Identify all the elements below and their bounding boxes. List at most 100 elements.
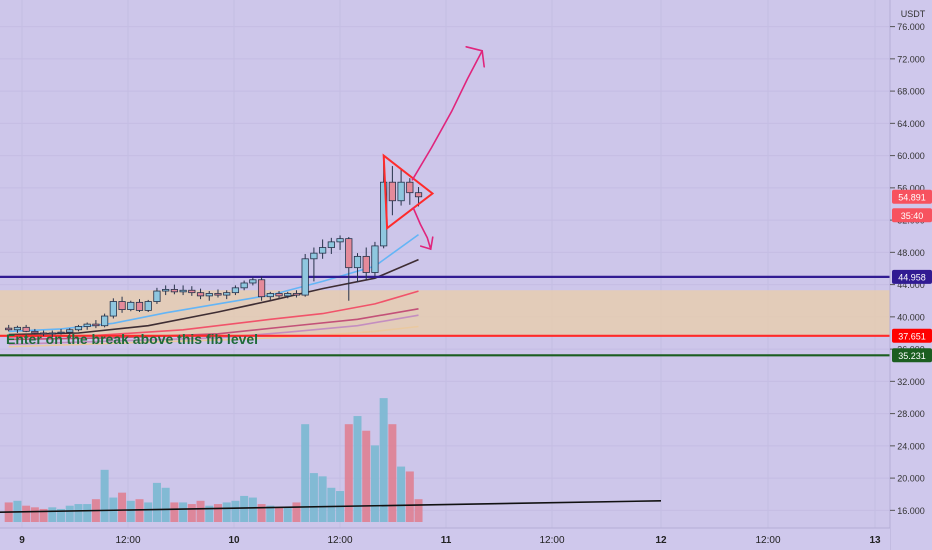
candle-body xyxy=(188,289,196,294)
drawings xyxy=(382,45,485,251)
candle-body xyxy=(196,292,205,297)
moving-average-line xyxy=(8,308,419,341)
fib-zone xyxy=(0,290,890,336)
volume-bar xyxy=(231,500,240,522)
volume-bar xyxy=(30,507,39,522)
candle-body xyxy=(240,282,248,289)
currency-label: USDT xyxy=(901,9,926,19)
volume-bar xyxy=(118,492,127,522)
time-axis-ticks: 9 12:00 10 12:00 11 12:00 12 12:00 13 xyxy=(19,535,881,546)
price-label-bg xyxy=(892,328,932,343)
grid-lines xyxy=(0,0,890,528)
candle-body xyxy=(22,326,30,332)
volume-bar xyxy=(161,487,170,522)
candle-body xyxy=(39,332,48,335)
x-tick-label: 12:00 xyxy=(539,535,564,546)
x-tick-label: 12:00 xyxy=(115,535,140,546)
candle-body xyxy=(231,287,240,294)
price-labels: 54.891 35:40 44.958 37.651 35.231 xyxy=(892,189,932,363)
y-tick-label: 20.000 xyxy=(897,474,925,484)
y-tick-label: 76.000 xyxy=(897,22,925,32)
candle-body xyxy=(275,293,283,297)
volume-bar xyxy=(362,430,371,522)
candle-body xyxy=(284,293,292,297)
y-tick-label: 16.000 xyxy=(897,506,925,516)
y-tick-label: 68.000 xyxy=(897,87,925,97)
arrow-up-head xyxy=(465,45,485,68)
y-tick-label: 64.000 xyxy=(897,119,925,129)
y-tick-label: 28.000 xyxy=(897,409,925,419)
horizontal-levels xyxy=(0,275,890,357)
volume-bar xyxy=(309,473,318,522)
candle-body xyxy=(74,326,83,331)
candle-body xyxy=(5,327,13,331)
x-tick-label: 12:00 xyxy=(755,535,780,546)
volume-bar xyxy=(48,507,57,522)
candle-body xyxy=(214,293,222,296)
volume-bar xyxy=(179,502,188,522)
triangle-drawing xyxy=(382,153,435,231)
volume-bar xyxy=(187,504,196,522)
candle-body xyxy=(223,292,231,296)
volume-bar xyxy=(257,504,266,522)
candle-body xyxy=(292,293,301,296)
annotation-text[interactable]: Enter on the break above this fib level xyxy=(6,331,258,347)
volume-bar xyxy=(344,424,353,522)
candle-body xyxy=(13,326,22,331)
volume-bar xyxy=(170,502,179,522)
candle-body xyxy=(135,301,144,311)
volume-bar xyxy=(379,398,388,522)
price-label-text: 37.651 xyxy=(898,331,926,341)
candle-body xyxy=(205,293,213,297)
volume-bars xyxy=(0,398,662,522)
price-label-bg xyxy=(892,208,932,223)
volume-bar xyxy=(414,499,423,522)
candle-body xyxy=(327,241,335,248)
volume-bar xyxy=(196,500,205,522)
candle-body xyxy=(144,301,152,311)
x-tick-label: 10 xyxy=(228,535,240,546)
price-label-text: 35:40 xyxy=(901,211,924,221)
candle-body xyxy=(170,289,178,293)
candle-body xyxy=(249,279,257,284)
candle-body xyxy=(257,279,266,298)
y-tick-label: 72.000 xyxy=(897,54,925,64)
volume-ma-line xyxy=(0,500,662,514)
candles xyxy=(5,157,423,338)
volume-bar xyxy=(283,507,292,522)
candle-body xyxy=(101,315,109,327)
volume-bar xyxy=(74,504,83,522)
volume-bar xyxy=(292,502,301,522)
candle-body xyxy=(48,332,56,335)
volume-bar xyxy=(57,508,66,522)
y-tick-label: 40.000 xyxy=(897,312,925,322)
volume-bar xyxy=(397,466,406,522)
candle-body xyxy=(388,181,396,202)
candle-body xyxy=(301,258,309,296)
candle-body xyxy=(31,330,39,334)
candle-body xyxy=(179,289,187,293)
volume-bar xyxy=(222,502,231,522)
y-tick-label: 48.000 xyxy=(897,248,925,258)
candle-body xyxy=(153,290,161,302)
moving-average-line xyxy=(8,258,419,336)
candle-body xyxy=(118,301,126,310)
y-tick-label: 56.000 xyxy=(897,183,925,193)
arrow-down-line xyxy=(412,207,432,250)
volume-bar xyxy=(22,505,31,522)
volume-bar xyxy=(240,495,249,522)
candle-body xyxy=(83,323,91,327)
y-tick-label: 44.000 xyxy=(897,280,925,290)
volume-bar xyxy=(39,508,48,522)
candle-body xyxy=(336,238,344,243)
time-axis[interactable] xyxy=(0,528,890,550)
volume-bar xyxy=(388,424,397,522)
volume-bar xyxy=(100,469,109,522)
volume-bar xyxy=(275,507,284,522)
volume-bar xyxy=(353,416,362,522)
volume-bar xyxy=(144,502,153,522)
candle-body xyxy=(162,289,170,292)
fib-zone-rect xyxy=(0,290,890,336)
volume-bar xyxy=(126,500,135,522)
